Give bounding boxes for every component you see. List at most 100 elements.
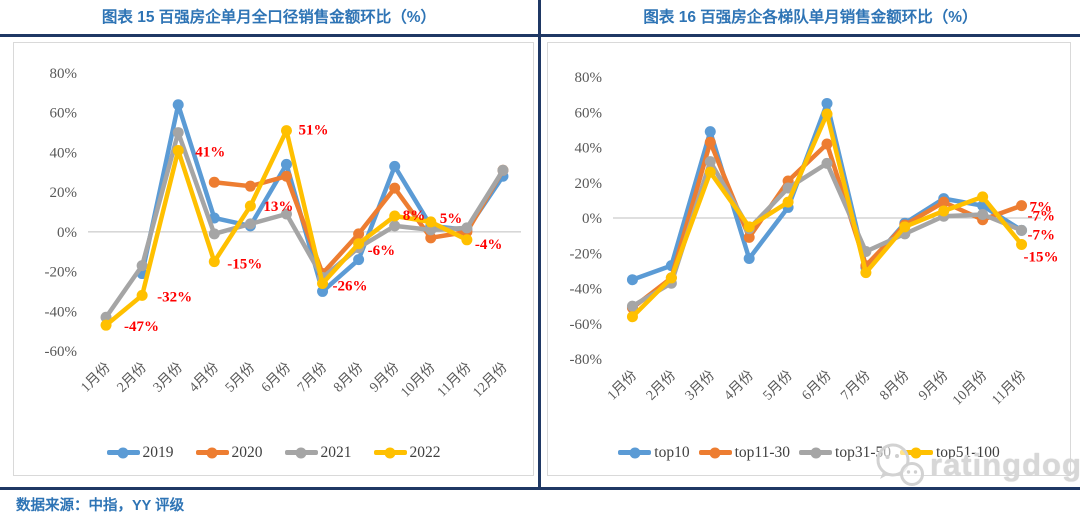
x-tick-label: 5月份 [222, 359, 258, 395]
x-tick-label: 7月份 [838, 367, 874, 403]
series-point-2021 [100, 311, 112, 323]
legend-label: top31-50 [835, 443, 891, 461]
series-point-2022 [136, 289, 148, 301]
legend-marker-icon [618, 447, 652, 458]
series-point-top51-100 [626, 310, 638, 322]
series-point-2021 [280, 207, 292, 219]
series-point-2019 [317, 285, 329, 297]
y-tick-label: 80% [50, 66, 78, 82]
series-point-2020 [280, 170, 292, 182]
chart16-title: 图表 16 百强房企各梯队单月销售金额环比（%） [643, 9, 978, 26]
chart16-legend: top10 top11-30 top31-50 top51-100 [548, 444, 1070, 462]
series-point-top31-50 [704, 155, 716, 167]
x-tick-label: 2月份 [643, 367, 679, 403]
series-point-2019 [280, 158, 292, 170]
x-tick-label: 6月份 [258, 359, 294, 395]
series-point-2021 [244, 217, 256, 229]
series-line-top31-50 [630, 158, 1024, 308]
series-point-top11-30 [1016, 199, 1028, 211]
series-point-top10 [626, 273, 638, 285]
series-point-top51-100 [860, 266, 872, 278]
x-tick-label: 4月份 [721, 367, 757, 403]
data-label: 8% [403, 207, 426, 223]
series-point-2022 [389, 209, 401, 221]
x-tick-label: 1月份 [604, 367, 640, 403]
chart16-box: 80% 60% 40% 20% 0% -20% -40% -60% -80% 1月份 2月份 3月份 4… [547, 41, 1071, 476]
x-tick-label: 6月份 [799, 367, 835, 403]
series-point-top51-100 [665, 271, 677, 283]
x-tick-label: 5月份 [760, 367, 796, 403]
data-label: -7% [1028, 208, 1056, 224]
series-point-top31-50 [977, 208, 989, 220]
legend-marker-icon [698, 447, 732, 458]
legend-marker-icon [799, 447, 833, 458]
x-tick-label: 12月份 [470, 359, 511, 400]
legend-item-top31-50: top31-50 [799, 444, 891, 462]
legend-item-2020: 2020 [195, 444, 263, 462]
chart16-title-underline [541, 34, 1080, 37]
chart15-title: 图表 15 百强房企单月全口径销售金额环比（%） [101, 9, 437, 26]
x-tick-label: 11月份 [989, 367, 1030, 408]
series-point-2021 [425, 223, 437, 235]
series-point-2022 [280, 124, 292, 136]
data-label: 51% [298, 122, 328, 138]
data-label: 13% [263, 199, 293, 215]
data-label: 5% [440, 210, 463, 226]
legend-item-top10: top10 [618, 444, 690, 462]
y-tick-label: -40% [45, 304, 78, 320]
y-tick-label: 20% [50, 185, 78, 201]
series-point-top51-100 [899, 220, 911, 232]
y-tick-label: 0% [57, 224, 77, 240]
series-point-2020 [389, 182, 401, 194]
series-point-2022 [425, 215, 437, 227]
legend-item-2022: 2022 [373, 444, 441, 462]
series-point-2022 [172, 144, 184, 156]
data-label: -7% [1028, 227, 1056, 243]
series-point-2020 [353, 227, 365, 239]
series-point-2020 [425, 231, 437, 243]
series-point-2021 [136, 259, 148, 271]
y-tick-label: -60% [45, 344, 78, 360]
y-tick-label: -20% [45, 264, 78, 280]
series-point-top31-50 [821, 157, 833, 169]
series-point-2022 [461, 233, 473, 245]
data-label: -32% [157, 289, 192, 305]
series-point-top11-30 [938, 196, 950, 208]
legend-marker-icon [195, 447, 229, 458]
x-tick-label: 8月份 [330, 359, 366, 395]
y-tick-label: 60% [50, 105, 78, 121]
series-point-2022 [208, 255, 220, 267]
data-label: -47% [124, 319, 159, 335]
y-tick-label: -40% [570, 281, 603, 297]
series-point-2019 [172, 98, 184, 110]
series-point-2020 [244, 180, 256, 192]
series-line-top10 [630, 100, 1024, 282]
series-point-top11-30 [704, 136, 716, 148]
legend-label: top51-100 [935, 443, 1000, 461]
legend-item-2021: 2021 [284, 444, 352, 462]
x-tick-label: 9月份 [915, 367, 951, 403]
chart15-plot: 80% 60% 40% 20% 0% -20% -40% -60%1月份 2月份 3月份 4月份 5月… [45, 66, 521, 400]
y-tick-label: -60% [570, 316, 603, 332]
series-point-top11-30 [821, 137, 833, 149]
series-point-top51-100 [977, 190, 989, 202]
y-tick-label: 0% [582, 211, 602, 227]
series-point-top10 [704, 125, 716, 137]
legend-marker-icon [373, 447, 407, 458]
legend-marker-icon [106, 447, 140, 458]
series-point-top31-50 [626, 300, 638, 312]
y-tick-label: 40% [50, 145, 78, 161]
data-label: -15% [1024, 249, 1059, 265]
series-point-top51-100 [704, 166, 716, 178]
x-tick-label: 7月份 [294, 359, 330, 395]
series-point-top10 [821, 97, 833, 109]
x-tick-label: 3月份 [682, 367, 718, 403]
legend-marker-icon [284, 447, 318, 458]
series-point-2021 [172, 126, 184, 138]
series-point-2022 [317, 277, 329, 289]
series-point-2022 [100, 319, 112, 331]
x-tick-label: 1月份 [78, 359, 114, 395]
legend-item-2019: 2019 [106, 444, 174, 462]
series-point-top51-100 [938, 204, 950, 216]
